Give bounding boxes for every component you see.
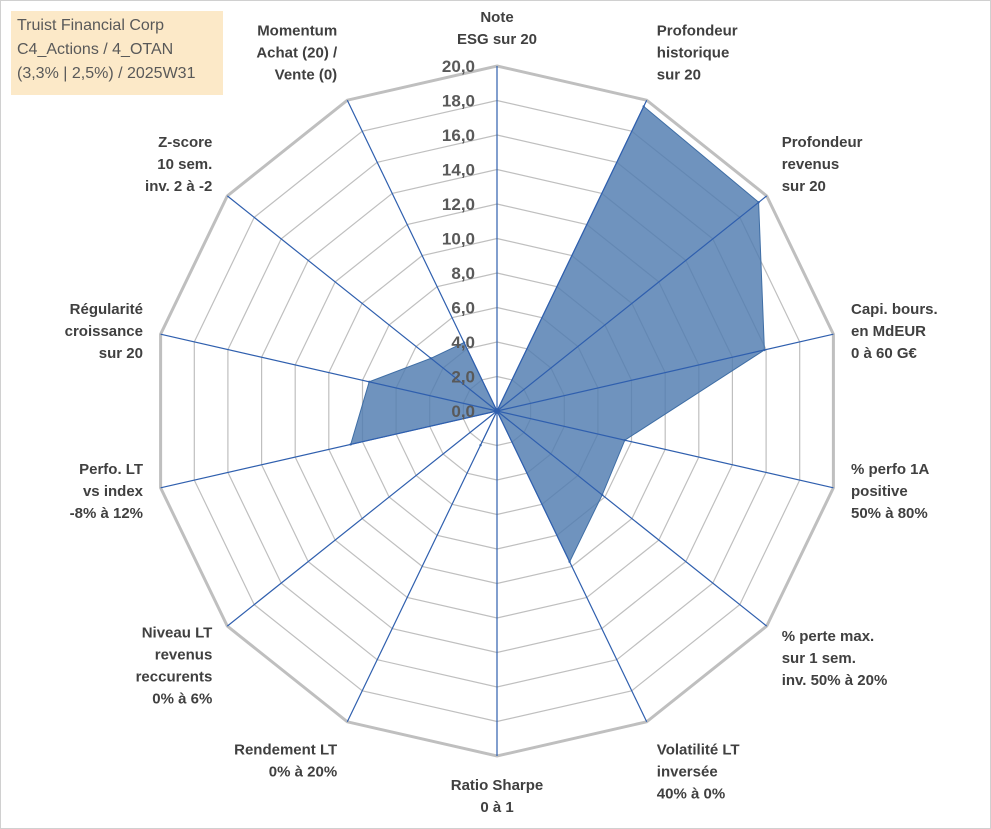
tick-label: 0,0 bbox=[451, 402, 475, 421]
axis-spoke bbox=[496, 410, 648, 723]
tick-label: 12,0 bbox=[442, 195, 475, 214]
axis-spoke bbox=[346, 99, 498, 412]
axis-label-line: % perte max. bbox=[782, 628, 875, 645]
axis-label-line: inversée bbox=[657, 763, 718, 780]
title-line-period: (3,3% | 2,5%) / 2025W31 bbox=[17, 65, 196, 82]
axis-label-line: 0 à 1 bbox=[480, 799, 513, 816]
axis-label: Capi. bours. en MdEUR 0 à 60 G€ bbox=[851, 301, 938, 362]
axis-spoke bbox=[226, 410, 498, 627]
axis-label: % perfo 1A positive 50% à 80% bbox=[851, 461, 930, 522]
axis-label: Z-score 10 sem. inv. 2 à -2 bbox=[145, 134, 212, 195]
title-line-category: C4_Actions / 4_OTAN bbox=[17, 41, 174, 58]
axis-label-line: Ratio Sharpe bbox=[451, 777, 544, 794]
axis-label-line: Note bbox=[480, 9, 513, 26]
axis-label-line: revenus bbox=[155, 647, 213, 664]
axis-label-line: croissance bbox=[65, 323, 143, 340]
axis-label-line: Vente (0) bbox=[275, 67, 338, 84]
axis-spoke bbox=[496, 333, 834, 412]
axis-label: Perfo. LT vs index -8% à 12% bbox=[70, 461, 144, 522]
axis-spoke bbox=[496, 410, 834, 489]
axis-label-line: 40% à 0% bbox=[657, 785, 725, 802]
axis-label-line: 10 sem. bbox=[157, 156, 212, 173]
axis-label: Ratio Sharpe 0 à 1 bbox=[451, 777, 544, 816]
axis-label-line: sur 20 bbox=[657, 67, 701, 84]
axis-label-line: inv. 2 à -2 bbox=[145, 178, 212, 195]
axis-label-line: Volatilité LT bbox=[657, 741, 740, 758]
axis-label-line: Z-score bbox=[158, 134, 212, 151]
radar-series bbox=[349, 105, 766, 563]
axis-label-line: Niveau LT bbox=[142, 625, 213, 642]
axis-label: Note ESG sur 20 bbox=[457, 9, 537, 48]
axis-label: Niveau LT revenus reccurents 0% à 6% bbox=[136, 625, 213, 708]
axis-label-line: Perfo. LT bbox=[79, 461, 143, 478]
axis-label-line: vs index bbox=[83, 483, 144, 500]
axis-spoke bbox=[496, 410, 768, 627]
axis-label-line: historique bbox=[657, 45, 730, 62]
axis-label-line: Rendement LT bbox=[234, 741, 337, 758]
axis-label-line: sur 1 sem. bbox=[782, 650, 856, 667]
axis-spoke bbox=[160, 410, 498, 489]
axis-label-line: -8% à 12% bbox=[70, 505, 143, 522]
axis-label: Momentum Achat (20) / Vente (0) bbox=[256, 23, 338, 84]
axis-label-line: revenus bbox=[782, 156, 840, 173]
axis-label-line: 0% à 6% bbox=[152, 691, 212, 708]
axis-spoke bbox=[160, 333, 498, 412]
axis-label-line: Profondeur bbox=[782, 134, 863, 151]
axis-label-line: Achat (20) / bbox=[256, 45, 338, 62]
axis-label-line: 0 à 60 G€ bbox=[851, 345, 918, 362]
axis-label-line: Momentum bbox=[257, 23, 337, 40]
axis-label-line: Régularité bbox=[70, 301, 143, 318]
tick-label: 20,0 bbox=[442, 57, 475, 76]
axis-label-line: en MdEUR bbox=[851, 323, 926, 340]
tick-label: 14,0 bbox=[442, 161, 475, 180]
tick-label: 4,0 bbox=[451, 333, 475, 352]
axis-label: Régularité croissance sur 20 bbox=[65, 301, 143, 362]
tick-label: 2,0 bbox=[451, 368, 475, 387]
tick-label: 10,0 bbox=[442, 230, 475, 249]
axis-label: Rendement LT 0% à 20% bbox=[234, 741, 337, 780]
tick-label: 18,0 bbox=[442, 92, 475, 111]
chart-title-box: Truist Financial Corp C4_Actions / 4_OTA… bbox=[11, 11, 223, 95]
axis-spoke bbox=[226, 195, 498, 412]
axis-label: % perte max. sur 1 sem. inv. 50% à 20% bbox=[782, 628, 888, 689]
radar-spokes bbox=[160, 66, 834, 756]
radar-tick-labels: 0,0 2,0 4,0 6,0 8,0 10,0 12,0 14,0 16,0 18,0 20,0 bbox=[442, 57, 475, 421]
axis-spoke bbox=[346, 410, 498, 723]
tick-label: 16,0 bbox=[442, 126, 475, 145]
series-area bbox=[349, 105, 765, 563]
axis-label: Profondeur revenus sur 20 bbox=[782, 134, 863, 195]
axis-label-line: inv. 50% à 20% bbox=[782, 672, 888, 689]
axis-label-line: sur 20 bbox=[782, 178, 826, 195]
tick-label: 8,0 bbox=[451, 264, 475, 283]
axis-label: Profondeur historique sur 20 bbox=[657, 23, 738, 84]
axis-spoke bbox=[496, 99, 648, 412]
axis-label-line: 0% à 20% bbox=[269, 763, 337, 780]
axis-label-line: 50% à 80% bbox=[851, 505, 928, 522]
axis-label-line: Capi. bours. bbox=[851, 301, 938, 318]
axis-label-line: positive bbox=[851, 483, 908, 500]
axis-label-line: ESG sur 20 bbox=[457, 31, 537, 48]
title-line-company: Truist Financial Corp bbox=[17, 17, 165, 34]
axis-label-line: Profondeur bbox=[657, 23, 738, 40]
tick-label: 6,0 bbox=[451, 299, 475, 318]
axis-label: Volatilité LT inversée 40% à 0% bbox=[657, 741, 740, 802]
axis-label-line: % perfo 1A bbox=[851, 461, 930, 478]
radar-axis-labels: Note ESG sur 20 Profondeur historique sur 20… bbox=[65, 9, 938, 816]
axis-label-line: reccurents bbox=[136, 669, 213, 686]
axis-spoke bbox=[496, 195, 768, 412]
axis-label-line: sur 20 bbox=[99, 345, 143, 362]
